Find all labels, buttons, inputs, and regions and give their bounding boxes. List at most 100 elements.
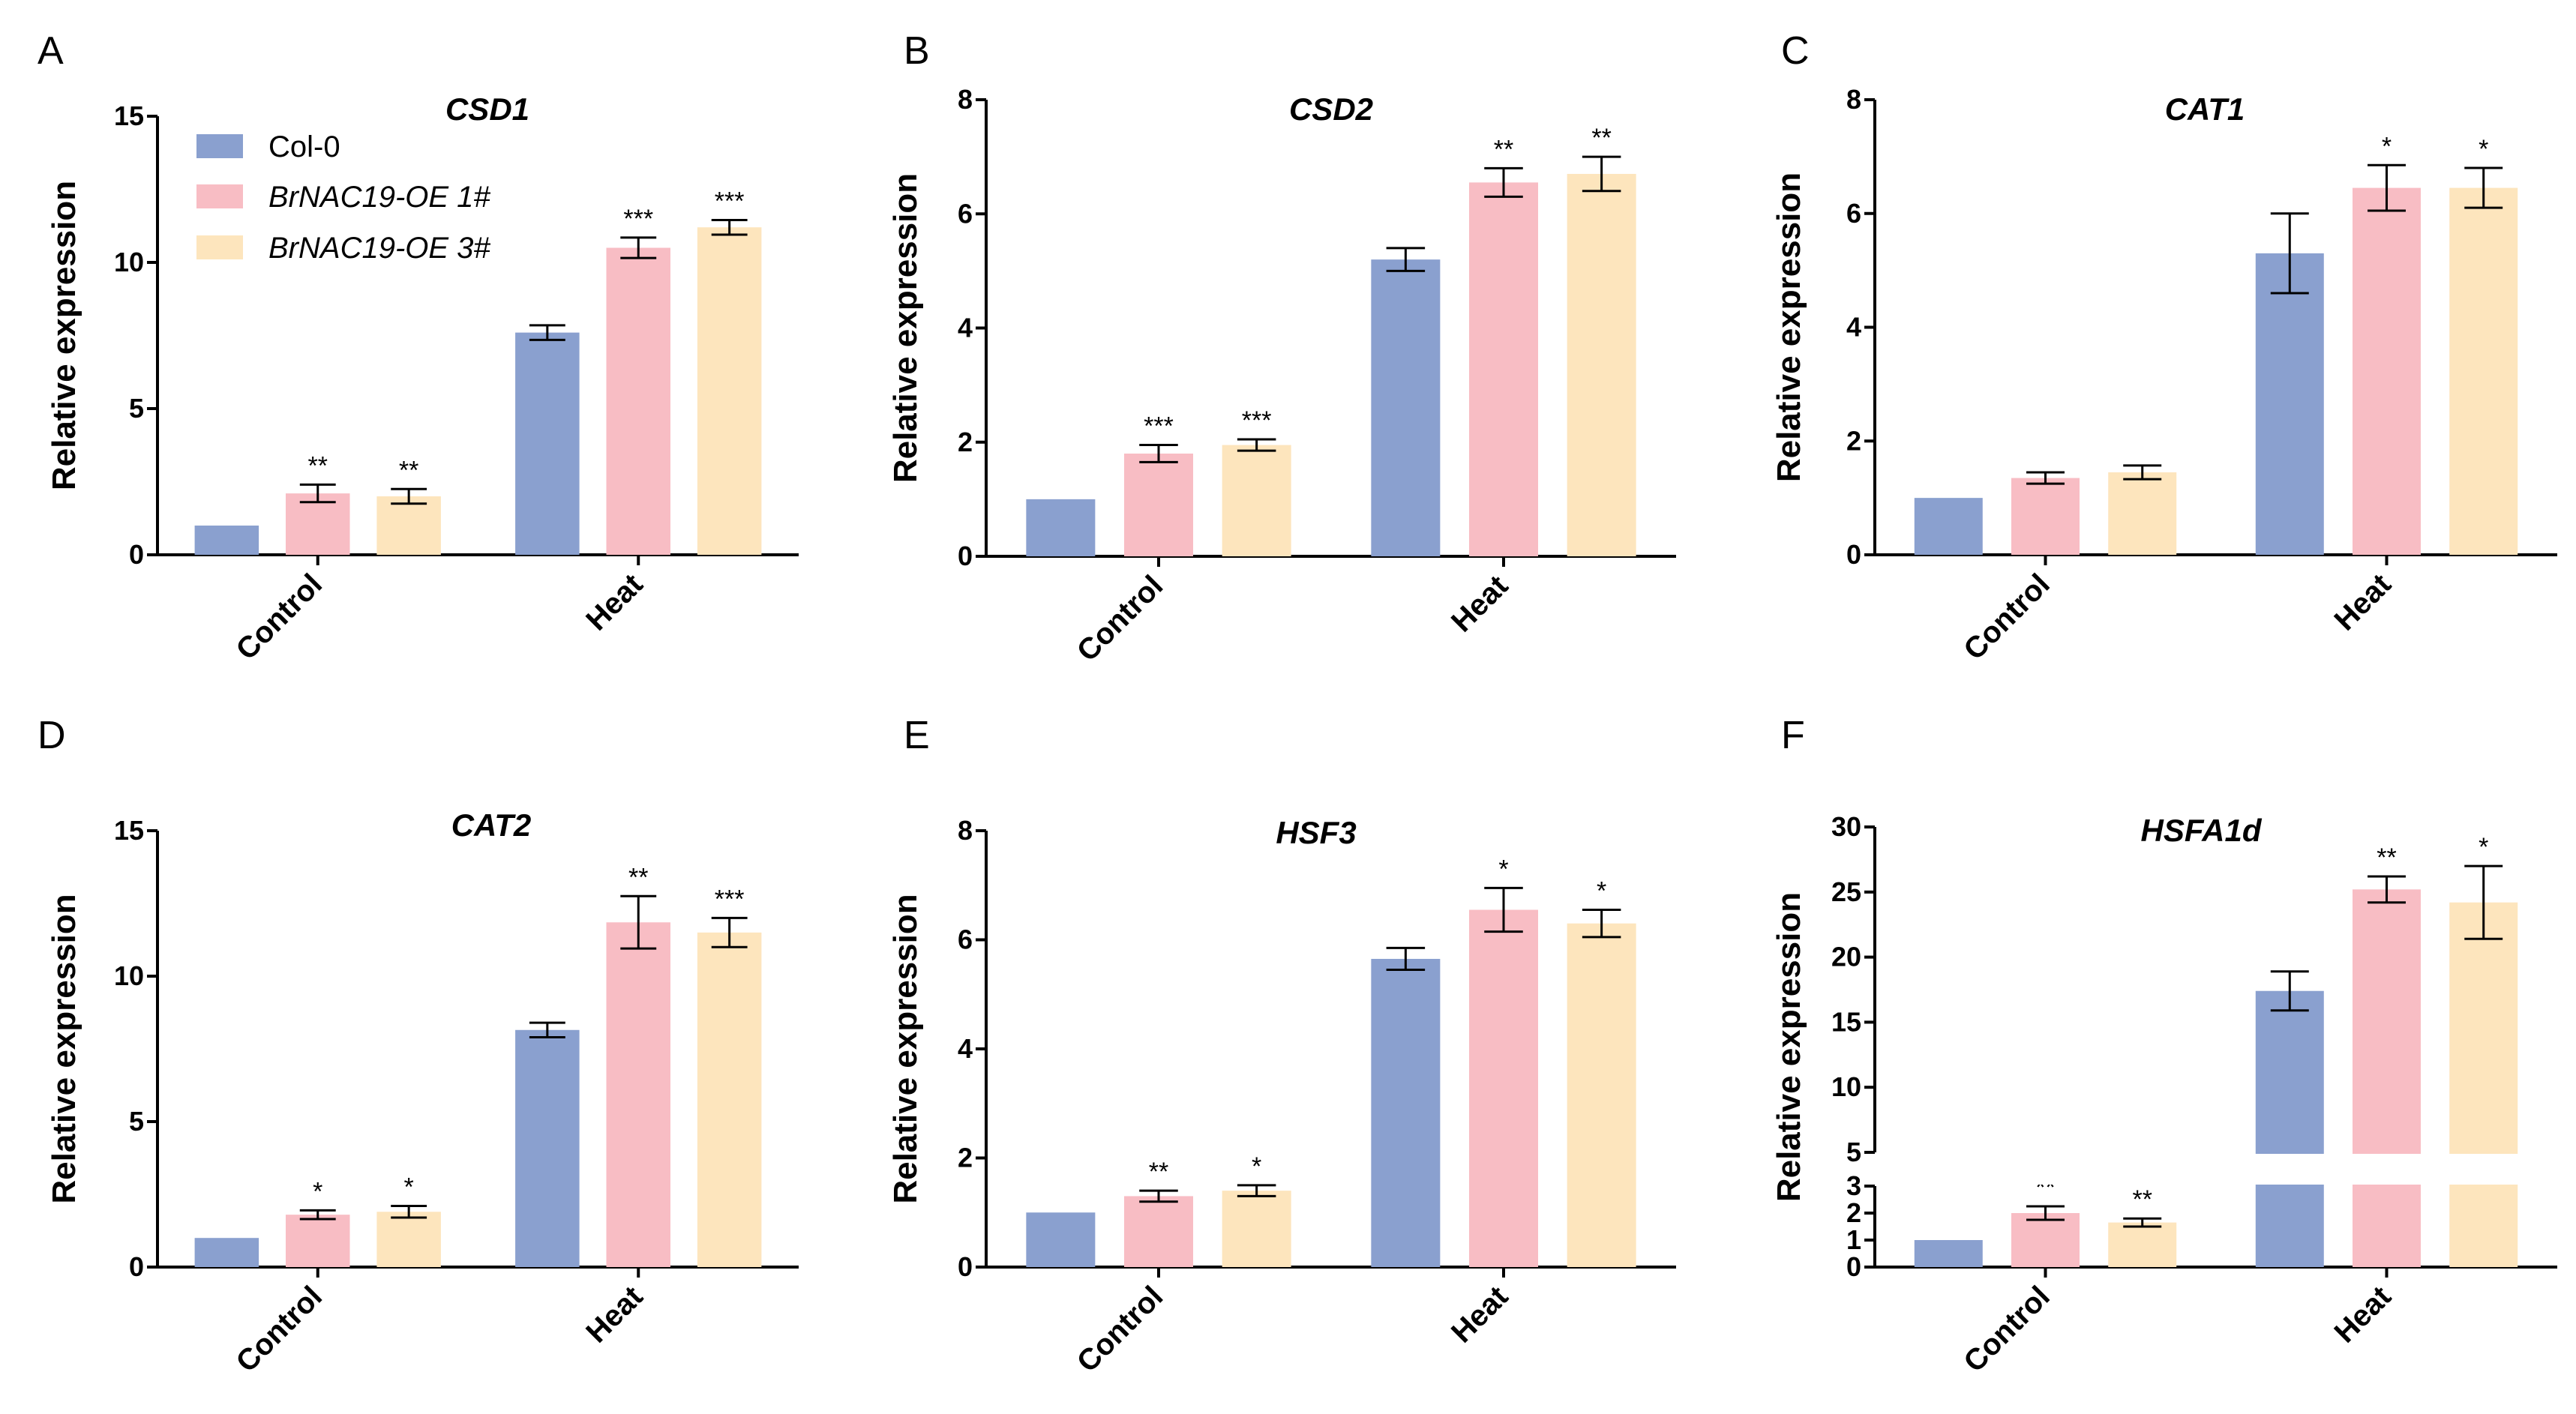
- y-tick-label: 1: [1846, 1224, 1861, 1255]
- chart-panel-a: A CSD1 Relative expression 0 5 10 15 ** ** Contro…: [37, 29, 799, 667]
- y-tick-label: 4: [958, 1033, 973, 1064]
- bar-control-series-2: [2011, 478, 2080, 555]
- y-tick-label: 10: [114, 960, 144, 991]
- y-tick-label: 6: [958, 924, 973, 955]
- y-axis-label: Relative expression: [887, 173, 924, 483]
- panel-letter-f: F: [1781, 714, 1805, 757]
- significance-label: **: [628, 863, 648, 891]
- y-axis-label: Relative expression: [46, 181, 82, 490]
- x-tick-label-control: Control: [1071, 1280, 1170, 1379]
- bar-heat-series-2: [606, 922, 670, 1267]
- significance-label: *: [313, 1177, 322, 1206]
- y-tick-label: 15: [1831, 1006, 1861, 1037]
- y-tick-label: 4: [958, 313, 973, 343]
- bar-heat-series-2: [1469, 909, 1538, 1267]
- panel-letter-d: D: [37, 714, 66, 757]
- y-tick-label: 10: [114, 247, 144, 277]
- y-tick-label: 2: [958, 427, 973, 457]
- significance-label: *: [2479, 135, 2488, 163]
- bar-control-series-2: [2011, 1213, 2080, 1267]
- legend-swatch-2: [196, 184, 243, 208]
- bar-heat-series-3: [1567, 173, 1636, 556]
- bar-control-series-3: [2108, 1222, 2177, 1267]
- significance-label: ***: [715, 885, 745, 913]
- bar-control-series-1: [194, 526, 259, 555]
- y-axis-label: Relative expression: [46, 894, 82, 1203]
- bar-control-series-1: [1914, 1240, 1983, 1267]
- significance-label: **: [399, 456, 418, 484]
- y-tick-label: 0: [958, 1251, 973, 1282]
- x-tick-label-heat: Heat: [1445, 1280, 1514, 1349]
- panel-letter-b: B: [904, 29, 930, 73]
- chart-title: CSD1: [445, 91, 529, 127]
- bar-control-series-1: [1026, 1212, 1096, 1267]
- y-tick-label: 6: [1846, 198, 1861, 229]
- bar-control-series-2: [286, 493, 350, 555]
- panel-letter-a: A: [37, 29, 64, 73]
- bar-heat-series-2: [2353, 889, 2421, 1267]
- x-tick-label-control: Control: [1071, 569, 1170, 668]
- y-tick-label: 20: [1831, 942, 1861, 972]
- bar-heat-series-3: [697, 932, 762, 1267]
- axis-break-gap: [1877, 1154, 2560, 1185]
- y-tick-label: 5: [129, 393, 144, 424]
- chart-panel-c: C CAT1 Relative expression 0 2 4 6 8 Control * * He…: [1771, 29, 2557, 667]
- y-tick-label: 5: [1846, 1137, 1861, 1167]
- y-tick-label: 8: [958, 815, 973, 846]
- bar-heat-series-1: [1371, 259, 1441, 556]
- legend-label-3: BrNAC19-OE 3#: [268, 232, 490, 265]
- significance-label: *: [404, 1173, 414, 1202]
- y-tick-label: 0: [129, 539, 144, 570]
- y-tick-label: 0: [1846, 1251, 1861, 1282]
- significance-label: **: [1149, 1158, 1168, 1186]
- x-tick-label-control: Control: [1957, 568, 2056, 667]
- y-axis-label: Relative expression: [887, 894, 924, 1203]
- bar-heat-series-1: [2255, 253, 2324, 555]
- y-tick-label: 0: [958, 541, 973, 571]
- chart-panel-b: B CSD2 Relative expression 0 2 4 6 8 *** *** Contr…: [887, 29, 1676, 668]
- x-tick-label-control: Control: [229, 1280, 328, 1379]
- legend-swatch-1: [196, 134, 243, 158]
- chart-title: HSFA1d: [2140, 813, 2262, 848]
- x-tick-label-heat: Heat: [2328, 1280, 2397, 1349]
- significance-label: ***: [1144, 412, 1174, 441]
- bar-heat-series-2: [1469, 182, 1538, 556]
- chart-title: CAT1: [2165, 91, 2245, 127]
- bar-control-series-3: [376, 1212, 441, 1267]
- bar-heat-series-3: [2449, 902, 2518, 1267]
- significance-label: **: [1591, 124, 1611, 152]
- x-tick-label-heat: Heat: [580, 1280, 649, 1349]
- y-tick-label: 0: [129, 1251, 144, 1282]
- significance-label: ***: [623, 205, 653, 233]
- significance-label: *: [1252, 1152, 1261, 1181]
- bar-control-series-1: [1914, 498, 1983, 555]
- chart-title: CSD2: [1289, 91, 1373, 127]
- significance-label: *: [2382, 132, 2392, 160]
- significance-label: *: [1597, 876, 1606, 905]
- y-axis-label: Relative expression: [1771, 172, 1807, 482]
- bar-control-series-2: [286, 1215, 350, 1267]
- legend-swatch-3: [196, 235, 243, 259]
- y-tick-label: 30: [1831, 811, 1861, 842]
- legend-label-1: Col-0: [268, 130, 340, 163]
- significance-label: *: [2479, 833, 2488, 861]
- legend: Col-0 BrNAC19-OE 1# BrNAC19-OE 3#: [196, 130, 490, 265]
- y-tick-label: 8: [958, 84, 973, 115]
- significance-label: *: [1498, 855, 1508, 883]
- significance-label: ***: [1242, 406, 1272, 435]
- y-tick-label: 2: [1846, 425, 1861, 456]
- bar-heat-series-1: [515, 1029, 580, 1267]
- bar-control-series-3: [2108, 472, 2177, 555]
- legend-label-2: BrNAC19-OE 1#: [268, 181, 490, 214]
- x-tick-label-heat: Heat: [580, 568, 649, 637]
- significance-label: **: [2377, 843, 2396, 872]
- y-tick-label: 25: [1831, 876, 1861, 907]
- significance-label: **: [2132, 1185, 2152, 1214]
- bar-control-series-2: [1124, 1196, 1193, 1267]
- x-tick-label-control: Control: [1957, 1280, 2056, 1379]
- panel-letter-c: C: [1781, 29, 1810, 73]
